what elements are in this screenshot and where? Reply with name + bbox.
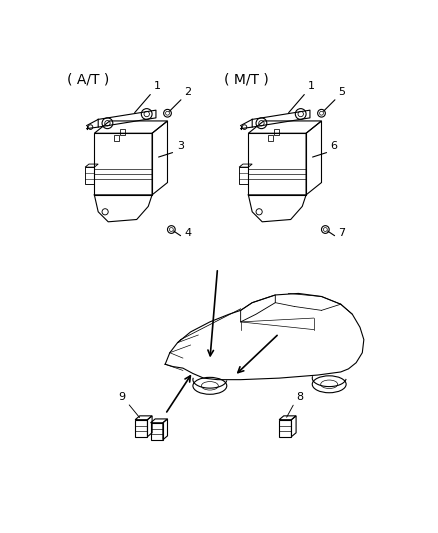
Text: 3: 3	[177, 141, 184, 151]
Text: 6: 6	[331, 141, 338, 151]
Text: ( M/T ): ( M/T )	[224, 72, 268, 86]
Text: ( A/T ): ( A/T )	[67, 72, 110, 86]
Text: 9: 9	[118, 392, 125, 402]
Text: 1: 1	[307, 80, 314, 91]
Text: 8: 8	[296, 392, 303, 402]
Text: 5: 5	[339, 87, 346, 97]
Text: 7: 7	[339, 228, 346, 238]
Text: 2: 2	[184, 87, 191, 97]
Text: 1: 1	[154, 80, 161, 91]
Text: 4: 4	[184, 228, 191, 238]
